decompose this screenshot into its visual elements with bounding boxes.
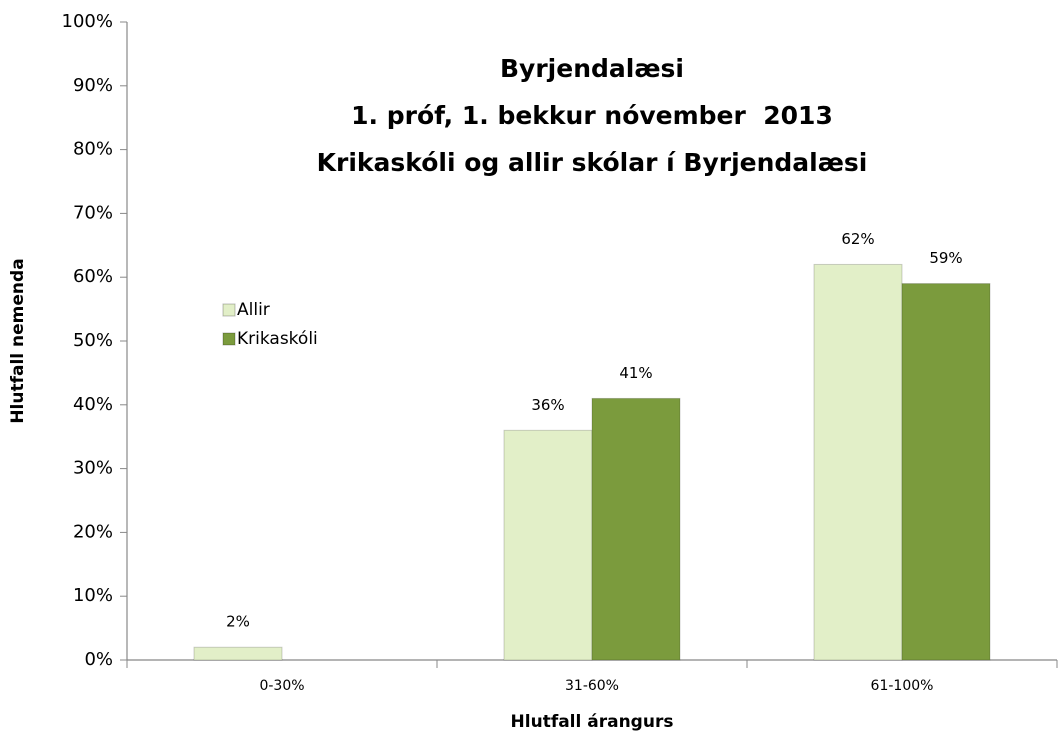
value-label: 2%	[226, 613, 250, 631]
bar	[503, 429, 593, 661]
y-tick-label: 70%	[73, 202, 113, 223]
value-label: 36%	[531, 396, 564, 414]
y-tick-label: 20%	[73, 521, 113, 542]
legend-swatch	[222, 303, 236, 317]
y-tick-label: 30%	[73, 458, 113, 479]
chart-title: Byrjendalæsi	[500, 54, 684, 83]
bar	[901, 283, 991, 661]
chart-title: 1. próf, 1. bekkur nóvember 2013	[351, 101, 833, 130]
y-tick-label: 60%	[73, 266, 113, 287]
legend-swatch	[222, 332, 236, 346]
bar	[193, 646, 283, 661]
chart-title: Krikaskóli og allir skólar í Byrjendalæs…	[317, 148, 868, 177]
y-tick-label: 40%	[73, 394, 113, 415]
legend-label: Allir	[237, 300, 270, 320]
x-tick-label: 31-60%	[565, 678, 619, 694]
value-label: 41%	[619, 364, 652, 382]
y-tick-label: 100%	[62, 11, 113, 32]
x-tick-label: 0-30%	[259, 678, 304, 694]
x-axis-label: Hlutfall árangurs	[511, 712, 674, 732]
y-tick-label: 90%	[73, 75, 113, 96]
y-tick-label: 10%	[73, 585, 113, 606]
value-label: 62%	[841, 230, 874, 248]
y-axis-label: Hlutfall nemenda	[8, 258, 28, 423]
y-tick-label: 0%	[84, 649, 113, 670]
y-tick-label: 50%	[73, 330, 113, 351]
bar	[813, 263, 903, 661]
bar	[591, 397, 681, 661]
value-label: 59%	[929, 249, 962, 267]
y-tick-label: 80%	[73, 139, 113, 160]
x-tick-label: 61-100%	[871, 678, 934, 694]
legend-label: Krikaskóli	[237, 329, 318, 349]
